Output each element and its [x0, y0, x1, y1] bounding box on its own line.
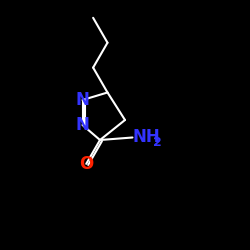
Text: N: N [76, 91, 90, 109]
Text: N: N [76, 116, 90, 134]
Text: 2: 2 [153, 136, 162, 149]
Text: O: O [79, 155, 94, 173]
Text: NH: NH [132, 128, 160, 146]
